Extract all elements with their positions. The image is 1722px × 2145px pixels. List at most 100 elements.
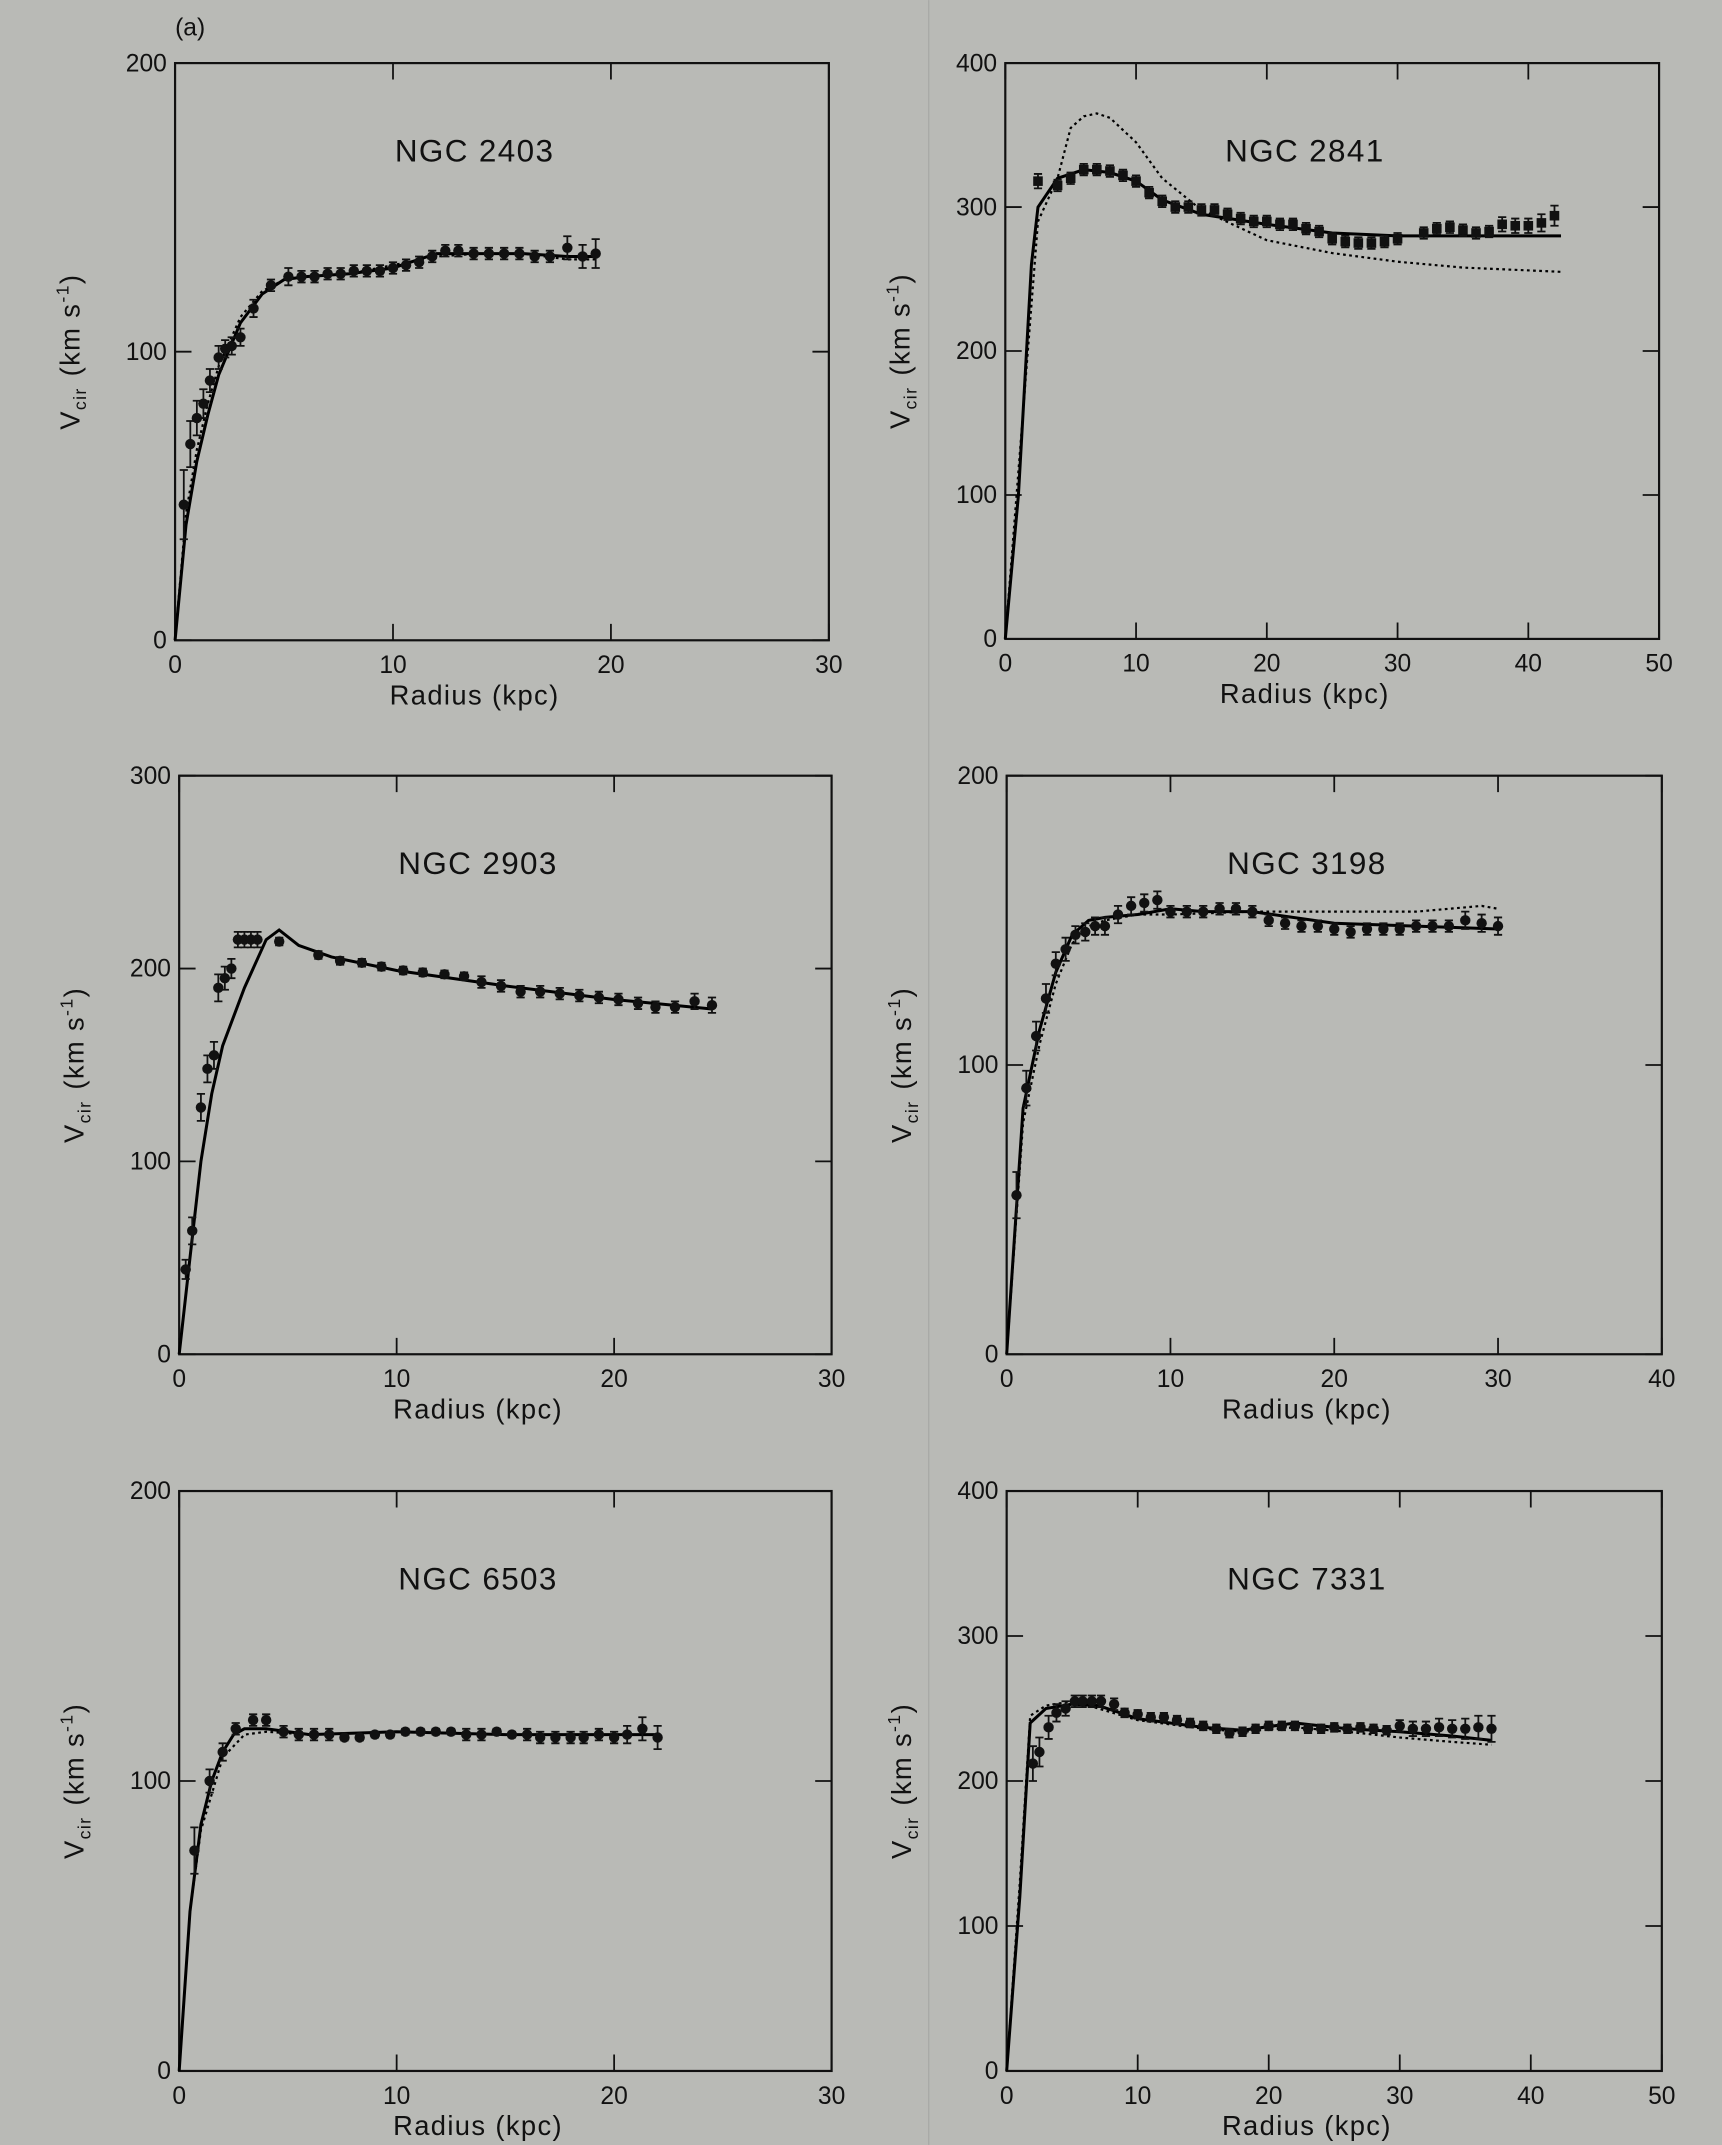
data-point [1108, 1698, 1120, 1710]
data-point [400, 259, 412, 271]
data-point [1050, 958, 1061, 969]
data-point [1458, 225, 1468, 235]
data-point [1060, 1703, 1071, 1714]
data-point [1131, 176, 1141, 186]
data-point [187, 1225, 198, 1237]
data-point [632, 998, 644, 1009]
y-label-close: ) [885, 273, 916, 283]
data-point [652, 1732, 663, 1743]
x-tick-label: 20 [600, 2083, 627, 2110]
x-tick-label: 0 [1000, 2083, 1014, 2110]
data-point [495, 980, 507, 992]
data-point [1125, 900, 1137, 912]
y-tick-label: 0 [157, 1341, 171, 1368]
data-point [217, 1746, 228, 1758]
y-axis-label: Vcir (km s-1) [883, 273, 921, 429]
data-point [296, 271, 307, 282]
data-point [308, 1729, 320, 1740]
data-point [1118, 170, 1128, 181]
model-curve [177, 928, 713, 1355]
y-label-close: ) [886, 1703, 917, 1713]
data-point [1476, 918, 1487, 929]
data-point [252, 934, 263, 945]
x-tick-label: 10 [383, 2083, 410, 2110]
data-point [413, 257, 425, 268]
data-point [1392, 233, 1403, 244]
data-point [440, 245, 451, 256]
data-point [387, 262, 399, 274]
x-axis-label: Radius (kpc) [1220, 678, 1390, 709]
data-point [1355, 1722, 1366, 1733]
data-point [1089, 920, 1101, 932]
data-point [1158, 1712, 1170, 1723]
x-tick-label: 30 [1386, 2083, 1413, 2110]
data-point [361, 265, 373, 277]
y-label-subscript: cir [74, 1817, 94, 1840]
data-point [689, 996, 700, 1007]
data-point [491, 1726, 502, 1737]
y-label-subscript: cir [902, 1817, 922, 1840]
data-point [247, 1714, 259, 1726]
data-point [1471, 228, 1481, 238]
data-point [195, 1102, 207, 1113]
data-point [180, 1264, 191, 1275]
plot-frame [178, 774, 833, 1356]
y-tick-label: 200 [126, 50, 167, 77]
data-point [1329, 1722, 1340, 1733]
data-point [1368, 1723, 1379, 1734]
y-label-unit: (km s [885, 302, 916, 376]
x-axis-label: Radius (kpc) [393, 1394, 563, 1425]
data-point [1235, 213, 1246, 224]
data-point [1263, 915, 1274, 926]
panel-title: NGC 3198 [1227, 846, 1386, 881]
x-tick-label: 20 [1255, 2083, 1282, 2110]
x-tick-label: 40 [1648, 1366, 1675, 1393]
data-point [1510, 220, 1521, 231]
data-point [198, 398, 209, 409]
data-point [1196, 205, 1207, 215]
data-point [1296, 920, 1307, 932]
data-point [1132, 1709, 1143, 1720]
data-point [593, 992, 605, 1003]
data-point [514, 248, 525, 259]
y-tick-label: 100 [957, 1052, 998, 1079]
y-tick-label: 400 [956, 50, 997, 77]
y-tick-label: 300 [956, 194, 997, 221]
y-label-exponent: -1 [883, 283, 903, 302]
y-label-close: ) [54, 274, 85, 284]
data-point [374, 265, 386, 277]
data-point [1184, 1717, 1196, 1729]
x-axis-label: Radius (kpc) [1222, 2110, 1392, 2141]
data-point [1198, 906, 1209, 917]
y-tick-label: 100 [126, 339, 167, 366]
data-point [248, 303, 259, 314]
y-label-unit: (km s [58, 1732, 89, 1806]
data-point [356, 957, 368, 968]
panel-title: NGC 2841 [1225, 134, 1384, 169]
y-tick-label: 100 [956, 482, 997, 509]
data-point [706, 999, 718, 1011]
data-point [204, 375, 216, 386]
data-point [1011, 1189, 1022, 1201]
panel-title: NGC 2903 [398, 846, 557, 881]
data-point [1152, 894, 1163, 906]
data-point [185, 438, 196, 450]
x-tick-label: 0 [172, 2083, 186, 2110]
data-point [608, 1732, 620, 1743]
data-point [1052, 180, 1063, 191]
data-point [1033, 176, 1043, 186]
data-point [1060, 944, 1071, 955]
data-point [1230, 903, 1242, 914]
data-point [278, 1726, 289, 1737]
data-point [1248, 216, 1259, 227]
data-point [1171, 1714, 1183, 1726]
data-point [189, 1845, 200, 1856]
data-point [1237, 1726, 1248, 1737]
data-point [335, 268, 346, 279]
y-label-subscript: cir [902, 1101, 922, 1124]
x-tick-label: 0 [998, 651, 1012, 678]
data-point [1276, 1720, 1288, 1732]
x-tick-label: 10 [1124, 2083, 1151, 2110]
y-label-symbol: V [886, 1123, 917, 1143]
data-point [417, 967, 428, 978]
